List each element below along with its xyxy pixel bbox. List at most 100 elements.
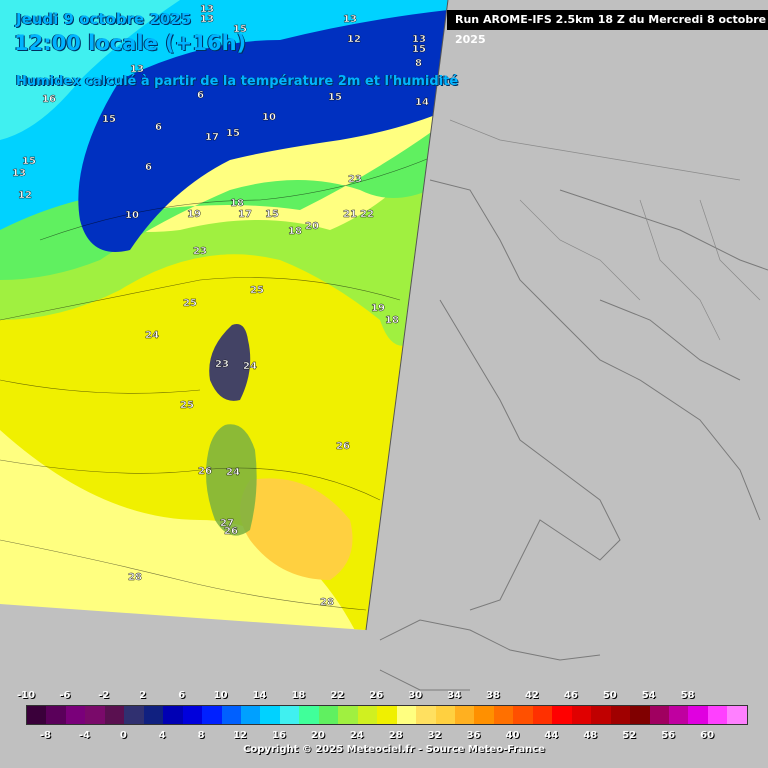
- legend-swatch: [338, 706, 358, 724]
- legend-swatch: [182, 706, 203, 724]
- legend-swatch: [260, 706, 280, 724]
- legend-label-top: 18: [291, 690, 306, 701]
- legend-swatch: [591, 706, 611, 724]
- legend-swatch: [630, 706, 650, 724]
- legend-swatch: [493, 706, 514, 724]
- run-banner: Run AROME-IFS 2.5km 18 Z du Mercredi 8 o…: [447, 10, 768, 46]
- legend-swatch: [610, 706, 631, 724]
- humidex-value-label: 19: [371, 303, 385, 314]
- legend-swatch: [104, 706, 125, 724]
- legend-label-bottom: -4: [78, 730, 90, 741]
- humidex-value-label: 25: [180, 400, 194, 411]
- humidex-value-label: 23: [348, 174, 362, 185]
- legend-label-bottom: 12: [233, 730, 248, 741]
- humidex-value-label: 26: [224, 526, 238, 537]
- coastlines: [379, 179, 768, 691]
- legend-swatch: [513, 706, 533, 724]
- legend-label-top: 50: [602, 690, 617, 701]
- legend-swatch: [688, 706, 708, 724]
- legend-label-bottom: 44: [544, 730, 559, 741]
- humidex-value-label: 17: [238, 209, 252, 220]
- legend-swatch: [299, 706, 319, 724]
- corsica: [209, 324, 251, 401]
- humidex-value-label: 13: [12, 168, 26, 179]
- humidex-value-label: 23: [215, 359, 229, 370]
- legend-label-top: 22: [330, 690, 345, 701]
- legend-label-top: -10: [16, 690, 36, 701]
- forecast-date: Jeudi 9 octobre 2025: [16, 10, 192, 28]
- humidex-value-label: 10: [262, 112, 276, 123]
- legend-swatch: [279, 706, 300, 724]
- humidex-value-label: 17: [205, 132, 219, 143]
- legend-swatch: [396, 706, 417, 724]
- legend-swatch: [377, 706, 397, 724]
- humidex-value-label: 8: [415, 58, 422, 69]
- legend-label-top: 34: [447, 690, 462, 701]
- legend-swatch: [85, 706, 105, 724]
- legend-swatch: [202, 706, 222, 724]
- legend-label-top: 2: [139, 690, 147, 701]
- humidex-value-label: 15: [328, 92, 342, 103]
- legend-label-bottom: 28: [388, 730, 403, 741]
- legend-label-bottom: 56: [661, 730, 676, 741]
- humidex-value-label: 13: [130, 64, 144, 75]
- zone-lightgreen: [0, 130, 448, 346]
- humidex-value-label: 13: [200, 4, 214, 15]
- humidex-value-label: 26: [336, 441, 350, 452]
- humidex-value-label: 6: [197, 90, 204, 101]
- legend-label-bottom: 36: [466, 730, 481, 741]
- humidex-value-label: 18: [288, 226, 302, 237]
- humidex-value-label: 13: [200, 14, 214, 25]
- humidex-value-label: 18: [385, 315, 399, 326]
- zone-lightblue: [0, 0, 180, 140]
- sardinia: [206, 424, 257, 536]
- humidex-value-label: 23: [193, 246, 207, 257]
- humidex-value-label: 15: [226, 128, 240, 139]
- legend-swatch: [571, 706, 592, 724]
- legend-label-bottom: 4: [158, 730, 166, 741]
- humidex-value-label: 24: [145, 330, 159, 341]
- humidex-value-label: 12: [347, 34, 361, 45]
- legend-swatch: [318, 706, 339, 724]
- legend-swatch: [65, 706, 86, 724]
- legend-label-top: 54: [641, 690, 656, 701]
- legend-swatch: [357, 706, 378, 724]
- humidex-value-label: 19: [187, 209, 201, 220]
- humidex-value-label: 15: [102, 114, 116, 125]
- legend-swatch: [143, 706, 164, 724]
- legend-label-bottom: 8: [197, 730, 205, 741]
- legend-swatch: [668, 706, 689, 724]
- legend-label-top: 38: [486, 690, 500, 701]
- legend-swatch: [435, 706, 455, 724]
- legend-label-top: 14: [252, 690, 267, 701]
- forecast-time: 12:00 locale (+16h): [14, 31, 247, 55]
- humidex-value-label: 24: [243, 361, 257, 372]
- humidex-value-label: 25: [250, 285, 264, 296]
- legend-label-top: 6: [178, 690, 186, 701]
- legend-label-top: -6: [59, 690, 71, 701]
- legend-swatch: [221, 706, 241, 724]
- legend-label-top: -2: [98, 690, 110, 701]
- zone-blue: [78, 10, 448, 252]
- legend-label-top: 42: [524, 690, 539, 701]
- copyright: Copyright © 2025 Meteociel.fr - Source M…: [243, 744, 545, 755]
- legend-swatch: [163, 706, 183, 724]
- legend-label-bottom: 32: [427, 730, 442, 741]
- humidex-value-label: 15: [22, 156, 36, 167]
- humidex-value-label: 24: [226, 467, 240, 478]
- humidex-value-label: 12: [18, 190, 32, 201]
- legend-label-bottom: 24: [349, 730, 364, 741]
- humidex-value-label: 18: [230, 198, 244, 209]
- humidex-value-label: 22: [360, 209, 374, 220]
- legend-label-top: 46: [563, 690, 578, 701]
- legend-swatch: [474, 706, 494, 724]
- legend-swatch: [707, 706, 728, 724]
- humidex-value-label: 13: [412, 34, 426, 45]
- model-domain: [0, 0, 448, 630]
- legend-label-bottom: 16: [272, 730, 286, 741]
- map-description: Humidex calculé à partir de la températu…: [16, 74, 459, 89]
- legend-swatch: [552, 706, 572, 724]
- humidex-value-label: 20: [305, 221, 319, 232]
- zone-orange: [240, 478, 353, 580]
